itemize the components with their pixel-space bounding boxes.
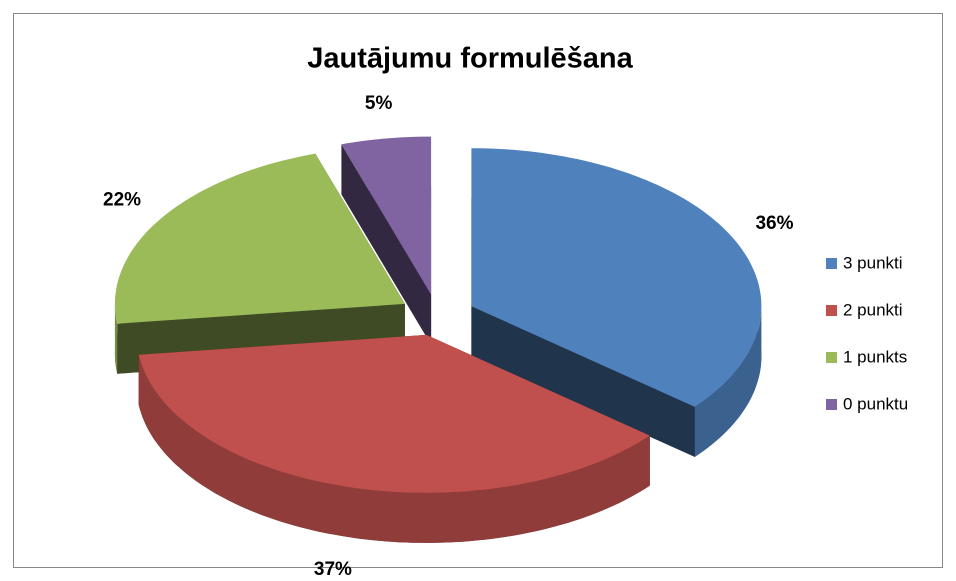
slice (341, 136, 432, 345)
slice (138, 334, 650, 543)
data-label: 5% (365, 93, 393, 114)
legend-label: 3 punkti (843, 253, 903, 272)
data-label: 37% (314, 559, 352, 580)
data-label: 22% (103, 190, 141, 211)
data-label: 36% (755, 213, 793, 234)
slice-top (114, 153, 405, 324)
slice-top (471, 148, 762, 407)
legend-swatch (826, 352, 837, 363)
chart-title: Jautājumu formulēšana (307, 43, 633, 75)
slice-wall (138, 354, 650, 543)
slice-top (341, 136, 432, 295)
slice-side (341, 144, 432, 345)
legend-label: 1 punkts (843, 347, 907, 366)
slice-side (471, 306, 695, 457)
slice-wall (694, 306, 762, 457)
slice (471, 148, 762, 457)
legend-swatch (826, 399, 837, 410)
legend-swatch (826, 258, 837, 269)
slice-wall (114, 303, 118, 374)
legend-swatch (826, 305, 837, 316)
legend-label: 0 punktu (843, 394, 908, 413)
legend-label: 2 punkti (843, 300, 903, 319)
slice (114, 153, 405, 374)
slice-top (138, 334, 650, 493)
